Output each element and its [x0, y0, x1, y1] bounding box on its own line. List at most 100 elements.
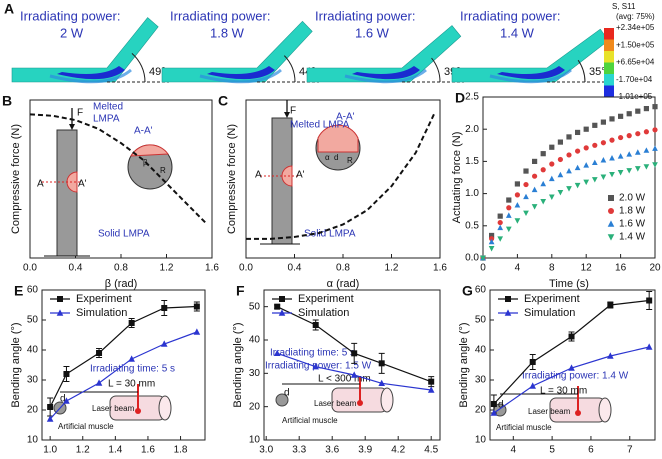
- panel-label: A: [4, 1, 14, 17]
- angle-arc: [131, 52, 146, 83]
- legend-marker: [505, 296, 511, 302]
- marker: [646, 297, 653, 304]
- marker: [378, 360, 385, 367]
- marker: [428, 378, 435, 385]
- marker: [575, 148, 581, 154]
- colorbar-level: +2.34e+05: [616, 23, 655, 32]
- marker: [549, 161, 555, 167]
- marker: [351, 350, 358, 357]
- marker: [514, 181, 520, 187]
- marker: [607, 302, 614, 308]
- muscle-end: [275, 393, 289, 407]
- angle-label: 35°: [589, 66, 606, 78]
- annotation: d: [498, 400, 504, 411]
- annotation: Laser beam: [314, 399, 357, 408]
- plot-frame: [489, 289, 656, 441]
- x-tick-label: 20: [649, 263, 661, 274]
- marker: [634, 166, 641, 172]
- marker: [505, 212, 512, 218]
- muscle-cap: [158, 395, 172, 421]
- y-tick-label: 40: [27, 345, 39, 356]
- marker: [583, 145, 589, 151]
- x-tick-label: 1.4: [108, 445, 122, 456]
- marker: [312, 322, 319, 328]
- y-axis-label: Compressive force (N): [10, 124, 22, 234]
- marker: [128, 320, 135, 326]
- x-tick-label: 3.9: [358, 445, 372, 456]
- annotation: Artificial muscle: [496, 423, 552, 432]
- melted-cap: [281, 165, 293, 187]
- y-tick-label: 30: [249, 368, 261, 379]
- marker: [557, 139, 563, 145]
- annotation: Irradiating power: 1.4 W: [522, 371, 629, 382]
- marker: [531, 204, 538, 210]
- y-tick-label: 50: [27, 315, 39, 326]
- y-axis-label: Bending angle (°): [10, 322, 22, 407]
- angle-label: 49°: [149, 66, 166, 78]
- spot: [135, 408, 141, 414]
- colorbar-segment: [604, 74, 614, 86]
- marker: [574, 164, 581, 171]
- x-tick-label: 4: [515, 263, 521, 274]
- marker: [63, 371, 70, 377]
- marker: [617, 153, 624, 159]
- y-tick-label: 10: [27, 435, 39, 446]
- legend-label: Simulation: [76, 307, 127, 319]
- power-value: 1.6 W: [355, 25, 390, 40]
- colorbar-level: -1.70e+04: [616, 75, 653, 84]
- annotation: d: [334, 153, 338, 162]
- y-tick-label: 30: [27, 375, 39, 386]
- marker: [193, 303, 200, 310]
- y-axis-label: Actuating force (N): [451, 132, 463, 224]
- marker: [490, 401, 497, 407]
- legend-marker: [608, 195, 614, 201]
- x-tick-label: 1.8: [174, 445, 188, 456]
- melted-segment: [130, 144, 169, 157]
- panel-label: E: [14, 283, 23, 299]
- annotation: F: [77, 108, 83, 119]
- marker: [540, 151, 546, 157]
- marker: [574, 182, 581, 189]
- y-tick-label: 50: [475, 315, 487, 326]
- angle-arc: [283, 55, 296, 83]
- y-tick-label: 30: [475, 375, 487, 386]
- x-tick-label: 4.2: [391, 445, 405, 456]
- annotation: L = 30 mm: [108, 379, 155, 390]
- marker: [557, 156, 564, 163]
- marker: [643, 164, 650, 170]
- annotation: Artificial muscle: [58, 422, 114, 431]
- marker: [490, 409, 498, 416]
- x-tick-label: 1.6: [433, 263, 447, 274]
- plot-frame: [263, 289, 441, 441]
- stress-zone: [352, 66, 420, 80]
- x-tick-label: 0.0: [239, 263, 253, 274]
- annotation: d: [284, 388, 290, 399]
- annotation: α: [325, 153, 330, 162]
- marker: [506, 197, 512, 203]
- annotation: L < 300 mm: [318, 374, 371, 385]
- marker: [523, 181, 529, 188]
- annotation: Solid LMPA: [98, 229, 150, 240]
- marker: [600, 174, 607, 180]
- x-axis-label: Time (s): [549, 278, 589, 290]
- marker: [626, 133, 632, 139]
- panel-label: C: [218, 93, 228, 109]
- beam: [306, 25, 462, 83]
- legend-marker: [607, 220, 615, 227]
- melted-segment: [317, 124, 359, 153]
- marker: [274, 303, 281, 310]
- stress-edge: [49, 68, 132, 84]
- spot: [357, 400, 363, 406]
- x-tick-label: 0.8: [114, 263, 128, 274]
- beam: [161, 20, 313, 83]
- x-tick-label: 1.2: [385, 263, 399, 274]
- marker: [652, 127, 658, 133]
- marker: [600, 140, 607, 146]
- annotation: A-A': [336, 112, 355, 123]
- marker: [591, 177, 598, 183]
- x-tick-label: 0.8: [336, 263, 350, 274]
- power-title: Irradiating power:: [170, 8, 270, 23]
- colorbar-segment: [604, 39, 614, 51]
- stress-edge: [199, 68, 282, 84]
- colorbar-level: +6.65e+04: [616, 58, 655, 67]
